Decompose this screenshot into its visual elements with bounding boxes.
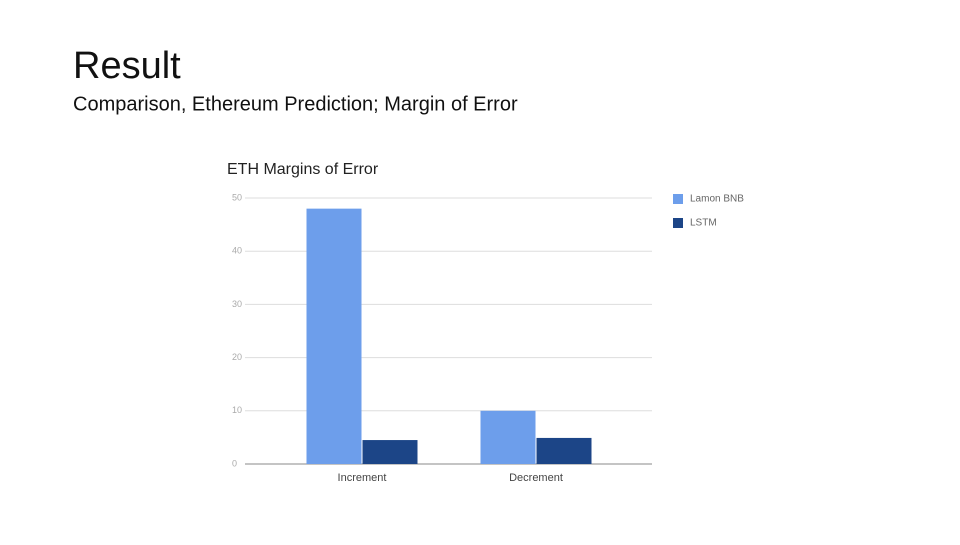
bar (306, 208, 362, 464)
legend-swatch (673, 218, 683, 228)
y-tick-label: 20 (232, 352, 242, 362)
y-tick-label: 30 (232, 299, 242, 309)
y-tick-label: 0 (232, 458, 237, 468)
y-tick-label: 10 (232, 405, 242, 415)
slide-title: Result (73, 45, 181, 87)
y-tick-label: 40 (232, 246, 242, 256)
x-tick-label: Decrement (509, 472, 563, 484)
slide-subtitle: Comparison, Ethereum Prediction; Margin … (73, 93, 518, 115)
legend-label: Lamon BNB (690, 194, 744, 205)
legend-swatch (673, 194, 683, 204)
chart-title: ETH Margins of Error (227, 161, 379, 178)
x-tick-label: Increment (338, 472, 387, 484)
legend-label: LSTM (690, 218, 717, 229)
bar (362, 440, 418, 464)
bar (536, 437, 592, 464)
bar (480, 410, 536, 464)
y-tick-label: 50 (232, 192, 242, 202)
